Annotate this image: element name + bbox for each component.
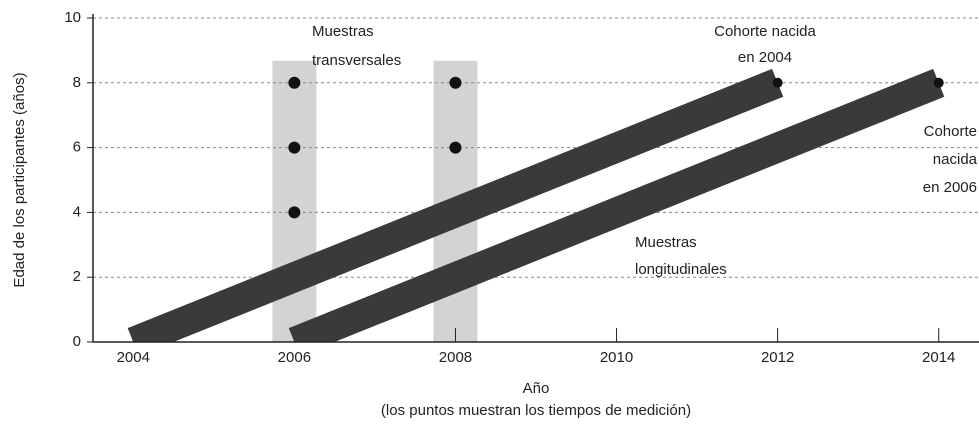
annotation: Cohorte nacida — [714, 23, 816, 40]
measurement-point — [288, 76, 301, 89]
x-tick-label: 2012 — [761, 349, 794, 366]
annotation: en 2006 — [923, 179, 977, 196]
y-tick-label: 8 — [73, 74, 81, 91]
sample-column — [272, 60, 317, 343]
x-axis-sublabel: (los puntos muestran los tiempos de medi… — [381, 402, 691, 419]
y-tick-label: 4 — [73, 203, 81, 220]
x-axis-label: Año — [523, 380, 550, 397]
y-axis-label: Edad de los participantes (años) — [11, 72, 28, 287]
y-tick-label: 0 — [73, 333, 81, 350]
x-tick-label: 2008 — [439, 349, 472, 366]
y-tick-label: 10 — [64, 9, 81, 26]
measurement-point — [772, 77, 783, 88]
annotation: nacida — [933, 151, 978, 168]
y-tick-label: 6 — [73, 139, 81, 156]
plot-area — [127, 68, 945, 342]
x-tick-label: 2006 — [278, 349, 311, 366]
cohort-band — [288, 68, 945, 342]
measurement-point — [933, 77, 944, 88]
annotation: en 2004 — [738, 49, 792, 66]
y-tick-label: 2 — [73, 268, 81, 285]
annotation: Cohorte — [924, 123, 977, 140]
measurement-point — [449, 76, 462, 89]
annotation: longitudinales — [635, 261, 727, 278]
x-tick-label: 2010 — [600, 349, 633, 366]
annotation: Muestras — [635, 234, 697, 251]
cohort-band — [127, 68, 784, 342]
x-tick-label: 2004 — [117, 349, 150, 366]
measurement-point — [449, 141, 462, 154]
annotation: Muestras — [312, 23, 374, 40]
measurement-point — [288, 206, 301, 219]
measurement-point — [288, 141, 301, 154]
annotation: transversales — [312, 52, 401, 69]
x-tick-label: 2014 — [922, 349, 955, 366]
